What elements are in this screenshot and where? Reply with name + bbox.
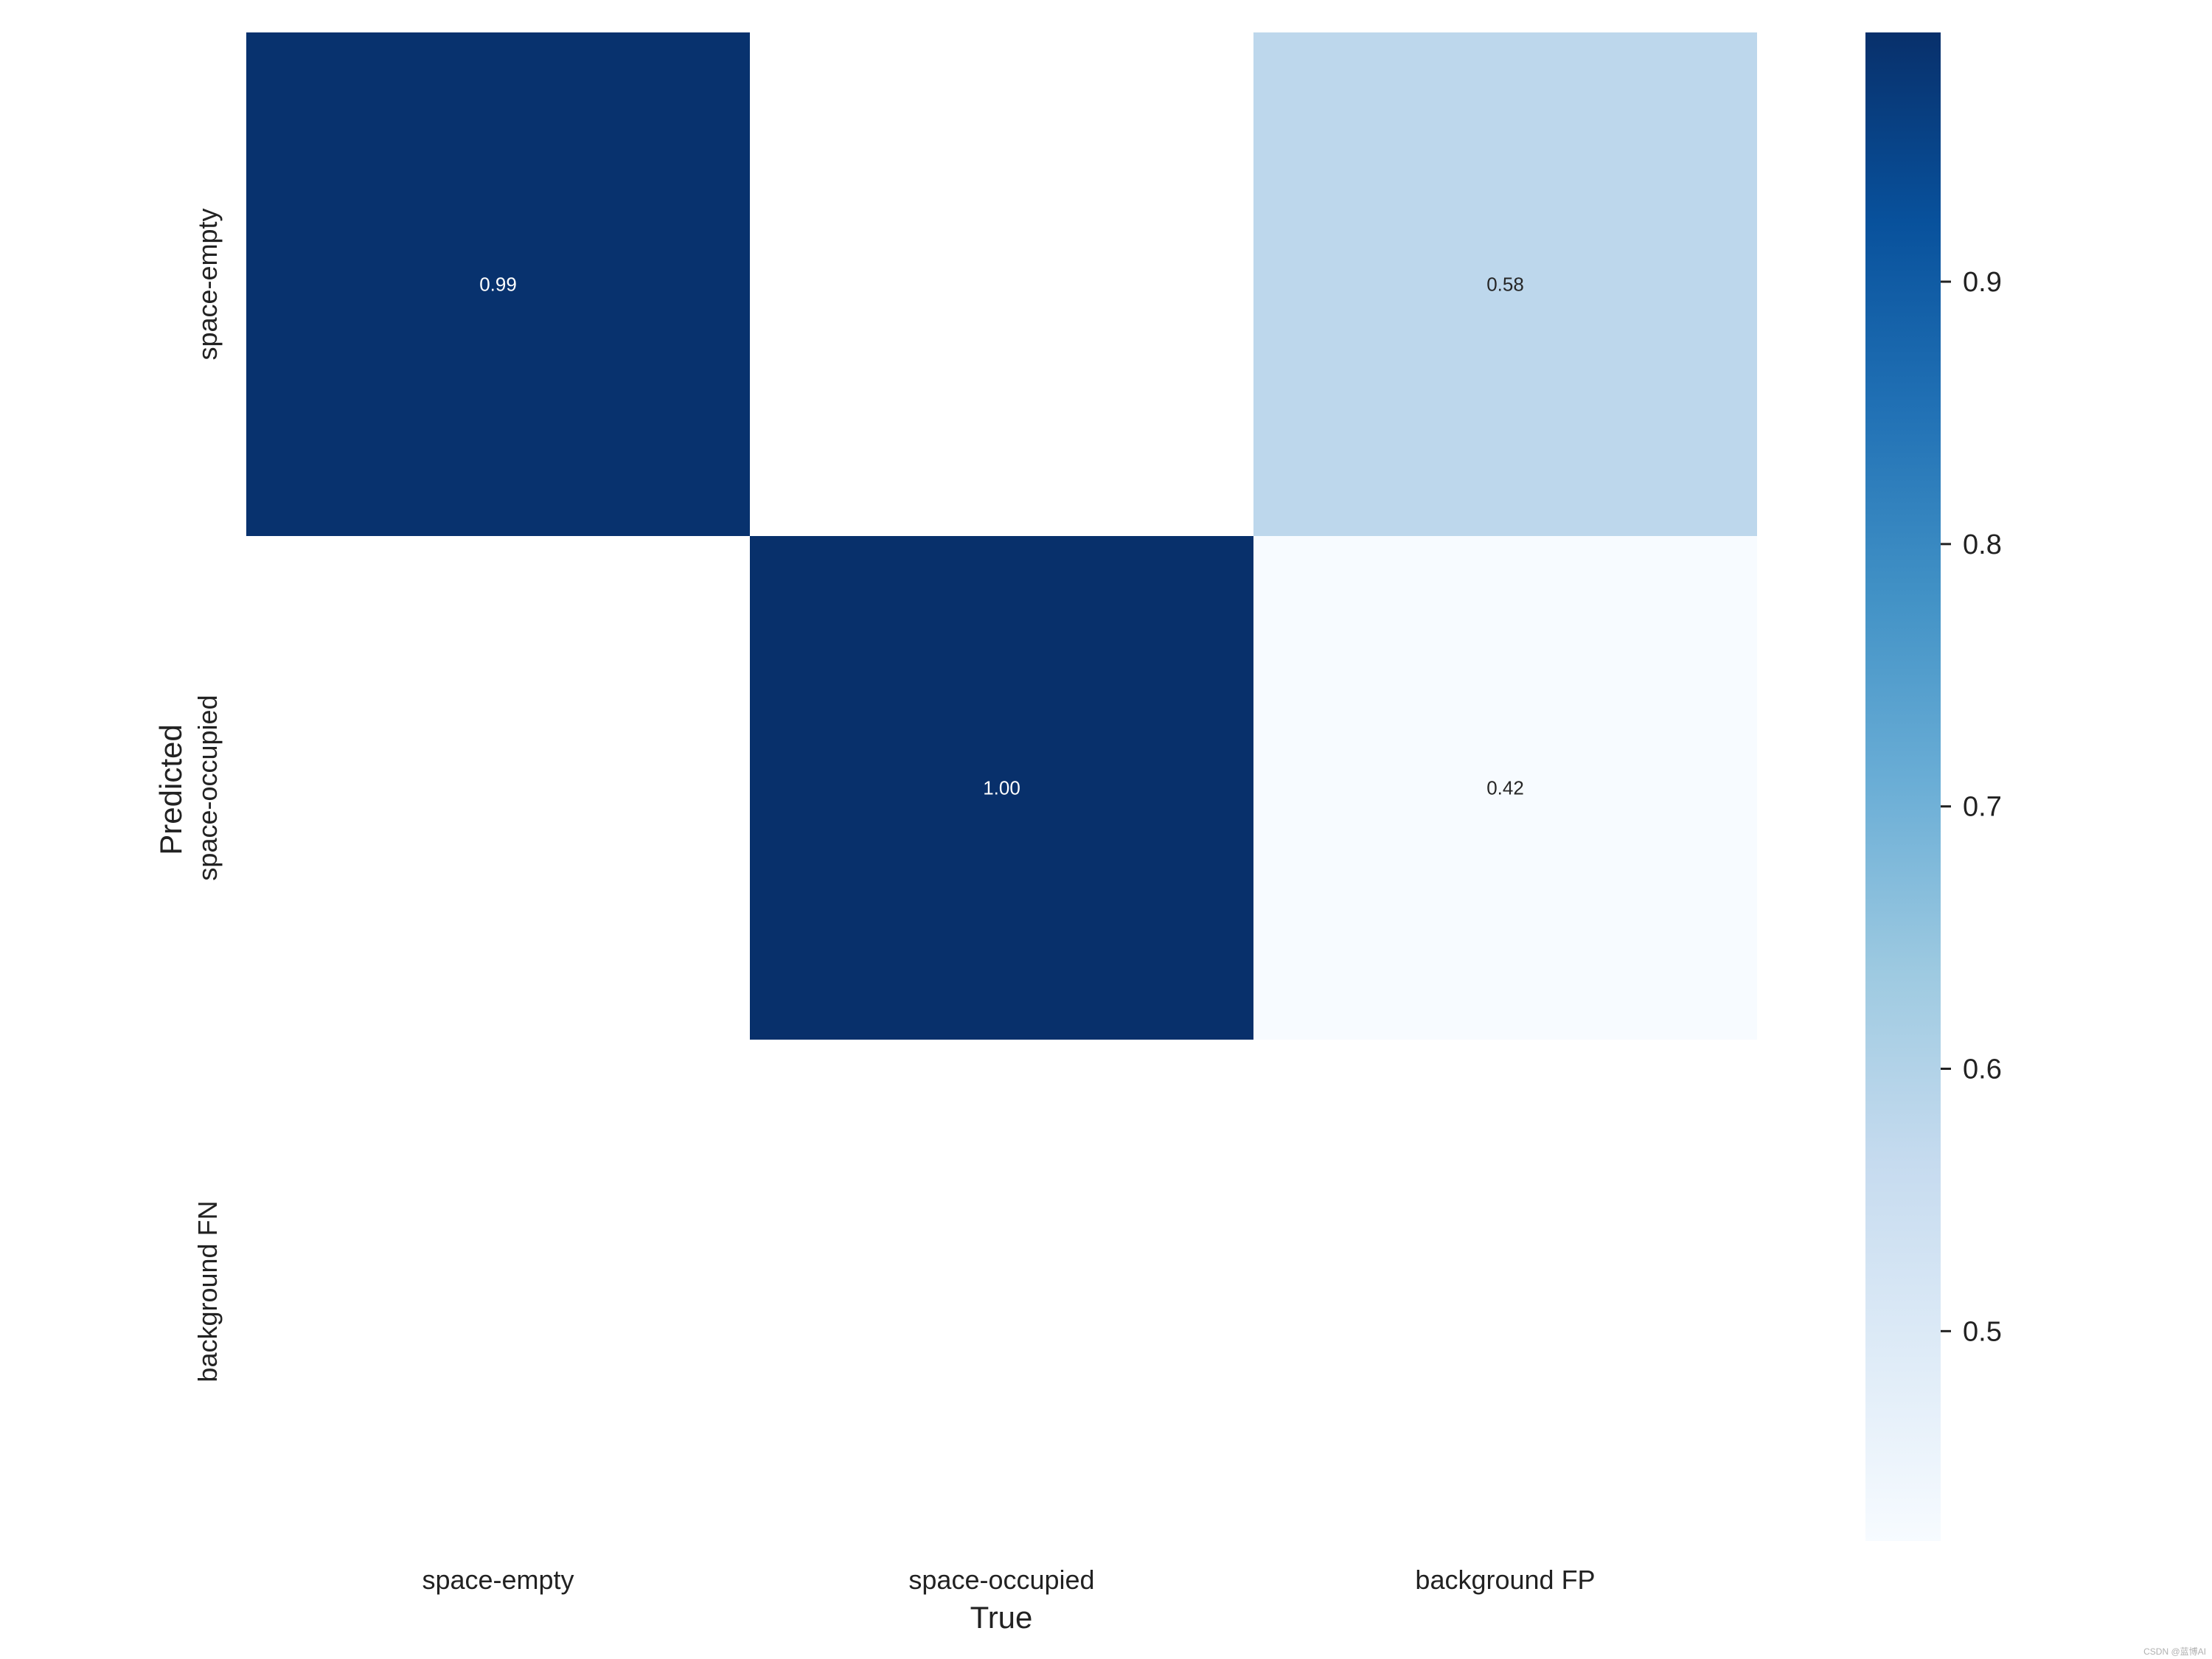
cell-value-label-r1-c1: 1.00 (983, 777, 1020, 799)
colorbar-tick-label-1: 0.6 (1963, 1054, 2002, 1085)
heatmap-cell-r1-c2 (1253, 536, 1757, 1040)
y-tick-label-2: background FN (192, 1200, 223, 1382)
colorbar-tick-label-4: 0.9 (1963, 267, 2002, 298)
colorbar-tick-label-2: 0.7 (1963, 792, 2002, 823)
cell-value-label-r1-c2: 0.42 (1486, 777, 1524, 799)
heatmap-cell-labels: 0.99 0.58 1.00 0.42 (479, 274, 1524, 799)
x-tick-label-1: space-occupied (908, 1565, 1094, 1595)
colorbar (1865, 32, 1941, 1541)
cell-value-label-r0-c2: 0.58 (1486, 274, 1524, 296)
x-tick-label-0: space-empty (422, 1565, 574, 1595)
x-axis-label: True (970, 1600, 1033, 1635)
heatmap-cell-r0-c0 (246, 32, 750, 536)
heatmap-cell-r0-c2 (1253, 32, 1757, 536)
cell-value-label-r0-c0: 0.99 (479, 274, 517, 296)
heatmap-cell-r1-c1 (750, 536, 1253, 1040)
x-tick-labels: space-empty space-occupied background FP (422, 1565, 1595, 1595)
y-axis-label: Predicted (153, 724, 188, 855)
watermark-text: CSDN @蓝博AI (2143, 1646, 2206, 1657)
y-tick-labels: space-empty space-occupied background FN (192, 208, 223, 1382)
y-tick-label-1: space-occupied (192, 695, 223, 880)
x-tick-label-2: background FP (1415, 1565, 1595, 1595)
heatmap-cells (246, 32, 1757, 1040)
colorbar-tick-label-0: 0.5 (1963, 1316, 2002, 1347)
colorbar-tick-label-3: 0.8 (1963, 529, 2002, 560)
colorbar-ticks: 0.5 0.6 0.7 0.8 0.9 (1941, 267, 2002, 1347)
y-tick-label-0: space-empty (192, 208, 223, 360)
